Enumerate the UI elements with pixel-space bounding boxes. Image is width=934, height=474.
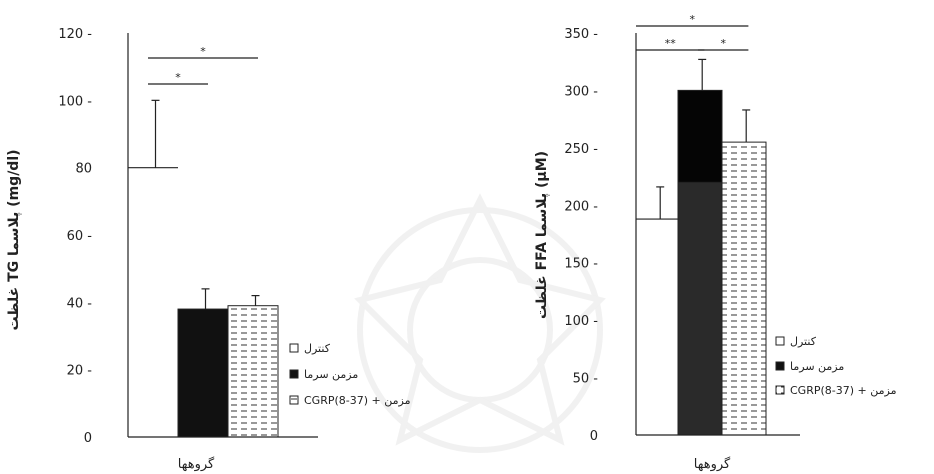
chart-right-xlabel: گروهها — [694, 456, 731, 472]
right-ytick-label: 50 - — [573, 372, 599, 387]
left-legend-label-1: مزمن سرما — [304, 368, 358, 381]
left-legend-label-0: کنترل — [304, 342, 331, 355]
left-legend-swatch-1 — [289, 369, 299, 379]
chart-right-ytick-group: 0 50 - 100 - 150 - 200 - 250 - 300 - 350 - — [564, 27, 598, 444]
right-legend-swatch-2 — [775, 385, 785, 395]
right-ytick-label: 150 - — [564, 257, 598, 272]
right-sig-label-2: * — [720, 37, 726, 50]
chart-right-bars — [636, 58, 767, 436]
right-legend-label-0: کنترل — [790, 335, 817, 348]
chart-left-bars — [128, 99, 279, 438]
chart-left: غلظت TG پلاسما (mg/dl) 0 20 - 40 - 60 - 80 10… — [6, 27, 411, 472]
right-ytick-label: 300 - — [564, 84, 598, 99]
right-legend-swatch-0 — [775, 336, 785, 346]
chart-right-ylabel: غلظت FFA پلاسما (µM) — [534, 151, 550, 319]
chart-left-ytick-group: 0 20 - 40 - 60 - 80 100 - 120 - — [58, 27, 92, 446]
right-bar-inner-1 — [677, 181, 723, 436]
left-ytick-label: 80 — [75, 162, 92, 177]
left-ytick-label: 120 - — [58, 27, 92, 42]
chart-left-ylabel: غلظت TG پلاسما (mg/dl) — [6, 149, 22, 330]
left-bar-2 — [227, 305, 279, 438]
right-ytick-label: 0 — [590, 429, 598, 444]
right-bar-upper-1 — [677, 89, 723, 183]
right-ytick-label: 250 - — [564, 142, 598, 157]
chart-left-legend: کنترل مزمن سرما CGRP(8-37) + مزمن — [289, 342, 411, 407]
left-ytick-label: 60 - — [67, 229, 93, 244]
left-ytick-label: 100 - — [58, 94, 92, 109]
left-ytick-label: 0 — [84, 431, 92, 446]
right-bar-2 — [721, 141, 767, 436]
right-sig-label-1: ** — [665, 37, 677, 50]
right-ytick-label: 200 - — [564, 199, 598, 214]
right-sig-label-0: * — [689, 13, 695, 26]
left-sig-label-0: * — [200, 45, 206, 58]
left-bar-1 — [177, 308, 229, 438]
chart-left-xlabel: گروهها — [178, 456, 215, 472]
left-sig-label-1: * — [175, 71, 181, 84]
right-legend-label-2: CGRP(8-37) + مزمن — [790, 384, 897, 397]
right-ytick-label: 350 - — [564, 27, 598, 42]
right-legend-swatch-1 — [775, 361, 785, 371]
chart-right-significance: *** * — [636, 13, 749, 51]
left-ytick-label: 40 - — [67, 296, 93, 311]
watermark-emblem — [354, 193, 606, 453]
left-legend-swatch-0 — [289, 343, 299, 353]
left-ytick-label: 20 - — [67, 364, 93, 379]
chart-left-significance: ** — [148, 45, 258, 85]
chart-right: غلظت FFA پلاسما (µM) 0 50 - 100 - 150 - 200 … — [534, 13, 897, 472]
right-legend-label-1: مزمن سرما — [790, 360, 844, 373]
right-ytick-label: 100 - — [564, 314, 598, 329]
left-legend-label-2: CGRP(8-37) + مزمن — [304, 394, 411, 407]
left-legend-swatch-2 — [289, 395, 299, 405]
chart-right-legend: کنترل مزمن سرما CGRP(8-37) + مزمن — [775, 335, 897, 397]
